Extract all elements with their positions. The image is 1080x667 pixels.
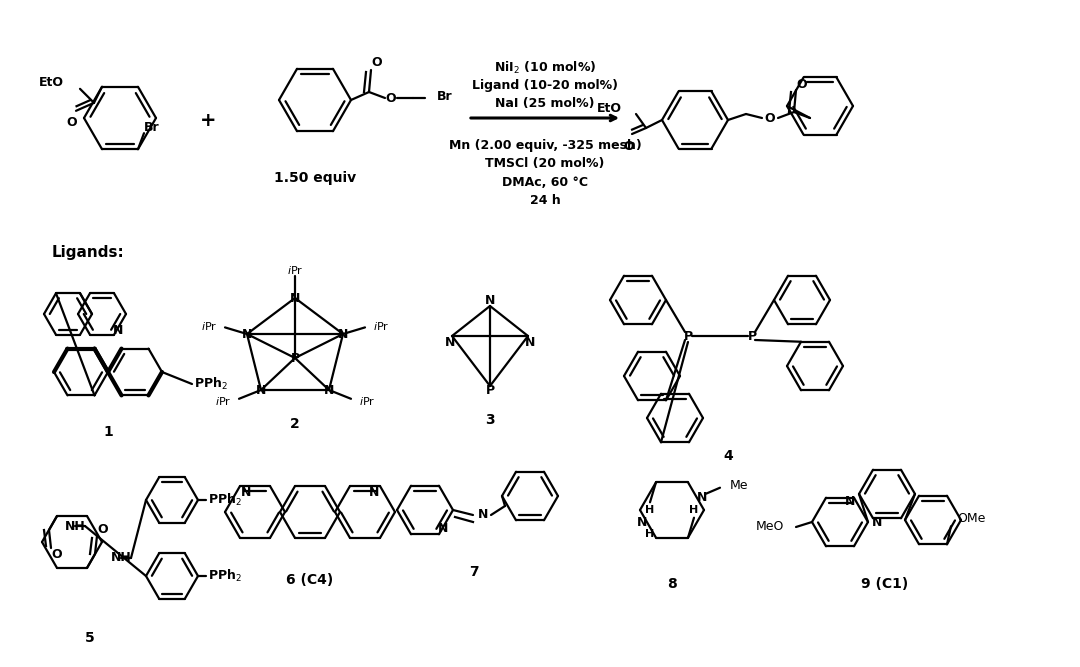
Text: N: N: [242, 327, 253, 340]
Text: DMAc, 60 °C: DMAc, 60 °C: [502, 175, 588, 189]
Text: O: O: [67, 116, 78, 129]
Text: N: N: [368, 486, 379, 498]
Text: $i$Pr: $i$Pr: [201, 319, 217, 331]
Text: $i$Pr: $i$Pr: [215, 396, 231, 407]
Text: O: O: [372, 55, 382, 69]
Text: N: N: [845, 496, 855, 508]
Text: Ligands:: Ligands:: [52, 245, 125, 259]
Text: $i$Pr: $i$Pr: [287, 264, 303, 276]
Text: 4: 4: [724, 449, 733, 463]
Text: Ligand (10-20 mol%): Ligand (10-20 mol%): [472, 79, 618, 93]
Text: H: H: [689, 505, 699, 515]
Text: N: N: [112, 324, 123, 338]
Text: $i$Pr: $i$Pr: [359, 396, 376, 407]
Text: +: +: [200, 111, 216, 129]
Text: 8: 8: [667, 577, 677, 591]
Text: O: O: [52, 548, 63, 560]
Text: 7: 7: [469, 565, 478, 579]
Text: N: N: [338, 327, 348, 340]
Text: N: N: [525, 336, 536, 348]
Text: N: N: [256, 384, 266, 396]
Text: 5: 5: [85, 631, 95, 645]
Text: P: P: [747, 329, 757, 342]
Text: O: O: [623, 139, 634, 153]
Text: N: N: [437, 522, 448, 535]
Text: N: N: [477, 508, 488, 522]
Text: 3: 3: [485, 413, 495, 427]
Text: NH: NH: [65, 520, 85, 532]
Text: N: N: [324, 384, 334, 396]
Text: Br: Br: [437, 89, 453, 103]
Text: O: O: [765, 111, 775, 125]
Text: 1.50 equiv: 1.50 equiv: [274, 171, 356, 185]
Text: 6 (C4): 6 (C4): [286, 573, 334, 587]
Text: 2: 2: [291, 417, 300, 431]
Text: N: N: [697, 491, 707, 504]
Text: Mn (2.00 equiv, -325 mesh): Mn (2.00 equiv, -325 mesh): [448, 139, 642, 153]
Text: EtO: EtO: [597, 101, 622, 115]
Text: PPh$_2$: PPh$_2$: [194, 376, 228, 392]
Text: O: O: [797, 77, 808, 91]
Text: N: N: [872, 516, 882, 529]
Text: 24 h: 24 h: [529, 193, 561, 207]
Text: P: P: [684, 329, 692, 342]
Text: N: N: [289, 291, 300, 305]
Text: NaI (25 mol%): NaI (25 mol%): [496, 97, 595, 111]
Text: NiI$_2$ (10 mol%): NiI$_2$ (10 mol%): [494, 60, 596, 76]
Text: H: H: [646, 506, 654, 516]
Text: MeO: MeO: [756, 520, 784, 534]
Text: Br: Br: [145, 121, 160, 133]
Text: H: H: [646, 530, 654, 540]
Text: NH: NH: [111, 552, 132, 564]
Text: Me: Me: [730, 479, 748, 492]
Text: N: N: [241, 486, 252, 498]
Text: P: P: [291, 352, 299, 364]
Text: N: N: [445, 336, 455, 348]
Text: $i$Pr: $i$Pr: [373, 319, 390, 331]
Text: PPh$_2$: PPh$_2$: [208, 492, 242, 508]
Text: N: N: [637, 516, 647, 529]
Text: EtO: EtO: [39, 76, 64, 89]
Text: TMSCl (20 mol%): TMSCl (20 mol%): [485, 157, 605, 171]
Text: N: N: [485, 293, 496, 307]
Text: O: O: [386, 91, 396, 105]
Text: PPh$_2$: PPh$_2$: [208, 568, 242, 584]
Text: 9 (C1): 9 (C1): [862, 577, 908, 591]
Text: OMe: OMe: [957, 512, 985, 525]
Text: 1: 1: [103, 425, 113, 439]
Text: P: P: [485, 384, 495, 396]
Text: O: O: [97, 524, 108, 536]
